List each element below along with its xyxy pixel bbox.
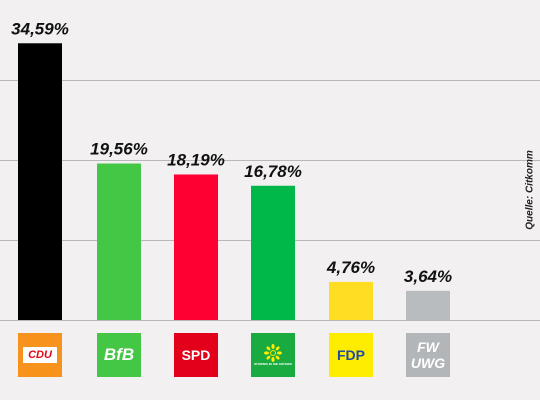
bfb-logo-text: BfB	[103, 345, 135, 364]
value-label: 18,19%	[167, 150, 225, 169]
uwg-logo-text: UWG	[410, 355, 446, 371]
fw-uwg-logo: FW UWG	[406, 333, 450, 377]
bar-gr-ne	[251, 185, 295, 320]
fw-logo-text: FW	[417, 339, 439, 355]
gruene-logo: BÜNDNIS 90 DIE GRÜNEN	[251, 333, 295, 377]
fdp-logo: FDP	[329, 333, 373, 377]
bar-fdp	[329, 281, 373, 320]
sunflower-icon	[264, 344, 282, 362]
bar-cdu	[18, 43, 62, 320]
bfb-logo: BfB	[97, 333, 141, 377]
spd-logo: SPD	[174, 333, 218, 377]
bar-bfb	[97, 163, 141, 320]
value-label: 19,56%	[90, 140, 148, 159]
value-label: 3,64%	[404, 267, 452, 286]
fdp-logo-text: FDP	[337, 347, 365, 363]
spd-logo-text: SPD	[181, 347, 211, 363]
value-label: 34,59%	[11, 19, 69, 38]
cdu-logo: CDU	[18, 333, 62, 377]
gruene-logo-text: BÜNDNIS 90 DIE GRÜNEN	[254, 362, 292, 366]
source-label: Quelle: Citkomm	[524, 150, 536, 230]
value-label: 16,78%	[244, 162, 302, 181]
value-label: 4,76%	[326, 258, 375, 277]
cdu-logo-text: CDU	[28, 349, 52, 361]
bar-spd	[174, 174, 218, 320]
bar-fw-uwg	[406, 290, 450, 320]
